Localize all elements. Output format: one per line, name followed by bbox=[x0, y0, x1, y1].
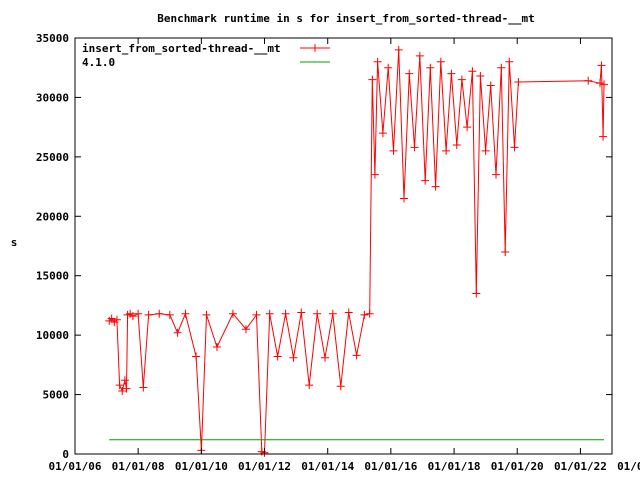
data-point bbox=[447, 69, 456, 78]
data-point bbox=[370, 170, 379, 179]
data-point bbox=[463, 123, 472, 132]
legend-label-1: 4.1.0 bbox=[82, 56, 115, 69]
data-point bbox=[514, 77, 523, 86]
data-point bbox=[389, 146, 398, 155]
data-point bbox=[457, 75, 466, 84]
x-tick-label: 01/01/22 bbox=[554, 460, 607, 473]
data-point bbox=[431, 182, 440, 191]
data-point bbox=[365, 309, 374, 318]
data-point bbox=[265, 309, 274, 318]
y-tick-label: 15000 bbox=[36, 270, 69, 283]
data-point bbox=[452, 140, 461, 149]
data-point bbox=[597, 61, 606, 70]
data-point bbox=[181, 309, 190, 318]
data-point bbox=[399, 194, 408, 203]
chart-title: Benchmark runtime in s for insert_from_s… bbox=[157, 12, 535, 25]
legend-marker-0 bbox=[311, 44, 319, 52]
x-tick-label: 01/01/14 bbox=[301, 460, 354, 473]
y-tick-label: 35000 bbox=[36, 32, 69, 45]
data-point bbox=[505, 57, 514, 66]
data-point bbox=[510, 143, 519, 152]
data-point bbox=[373, 57, 382, 66]
data-point bbox=[426, 63, 435, 72]
data-point bbox=[436, 57, 445, 66]
data-point bbox=[384, 63, 393, 72]
data-point bbox=[468, 67, 477, 76]
series-layer bbox=[105, 45, 609, 457]
data-point bbox=[192, 352, 201, 361]
data-point bbox=[492, 170, 501, 179]
y-tick-label: 25000 bbox=[36, 151, 69, 164]
data-point bbox=[128, 312, 137, 321]
data-point bbox=[595, 79, 604, 88]
data-point bbox=[118, 387, 127, 396]
data-point bbox=[368, 75, 377, 84]
x-tick-label: 01/01/20 bbox=[491, 460, 544, 473]
data-point bbox=[122, 384, 131, 393]
data-point bbox=[305, 381, 314, 390]
data-point bbox=[241, 325, 250, 334]
data-point bbox=[115, 381, 124, 390]
data-point bbox=[202, 310, 211, 319]
legend: insert_from_sorted-thread-__mt4.1.0 bbox=[82, 42, 330, 69]
data-point bbox=[273, 352, 282, 361]
data-point bbox=[394, 45, 403, 54]
x-tick-label: 01/01/08 bbox=[112, 460, 165, 473]
y-tick-label: 5000 bbox=[43, 389, 70, 402]
x-tick-label: 01/01/10 bbox=[175, 460, 228, 473]
y-tick-label: 30000 bbox=[36, 91, 69, 104]
data-point bbox=[112, 315, 121, 324]
data-point bbox=[486, 81, 495, 90]
data-point bbox=[584, 76, 593, 85]
data-point bbox=[410, 143, 419, 152]
data-point bbox=[228, 309, 237, 318]
data-point bbox=[173, 328, 182, 337]
data-point bbox=[405, 69, 414, 78]
data-point bbox=[297, 308, 306, 317]
data-point bbox=[472, 289, 481, 298]
data-point bbox=[497, 63, 506, 72]
x-tick-label: 01/01/24 bbox=[617, 460, 640, 473]
data-point bbox=[289, 353, 298, 362]
y-tick-label: 0 bbox=[62, 448, 69, 461]
data-point bbox=[378, 129, 387, 138]
data-point bbox=[599, 132, 608, 141]
y-axis-label: s bbox=[11, 236, 18, 249]
data-point bbox=[421, 176, 430, 185]
plot-frame bbox=[74, 37, 613, 455]
x-tick-label: 01/01/06 bbox=[49, 460, 102, 473]
data-point bbox=[360, 310, 369, 319]
data-point bbox=[213, 343, 222, 352]
data-point bbox=[336, 382, 345, 391]
data-point bbox=[352, 351, 361, 360]
data-point bbox=[321, 353, 330, 362]
y-tick-label: 10000 bbox=[36, 329, 69, 342]
data-point bbox=[328, 309, 337, 318]
data-point bbox=[134, 309, 143, 318]
data-point bbox=[139, 383, 148, 392]
axes-layer: 0 5000 10000 15000 20000 25000 30000 35000 01/01… bbox=[36, 32, 640, 473]
data-point bbox=[313, 309, 322, 318]
data-point bbox=[481, 146, 490, 155]
data-point bbox=[476, 72, 485, 81]
data-point bbox=[281, 309, 290, 318]
data-point bbox=[120, 376, 129, 385]
x-tick-label: 01/01/16 bbox=[364, 460, 417, 473]
data-point bbox=[155, 309, 164, 318]
series-line-0 bbox=[108, 49, 605, 454]
x-tick-label: 01/01/18 bbox=[428, 460, 481, 473]
data-point bbox=[252, 310, 261, 319]
y-tick-label: 20000 bbox=[36, 210, 69, 223]
data-point bbox=[442, 146, 451, 155]
data-point bbox=[144, 310, 153, 319]
data-point bbox=[165, 310, 174, 319]
data-point bbox=[501, 247, 510, 256]
x-tick-label: 01/01/12 bbox=[238, 460, 291, 473]
data-point bbox=[344, 308, 353, 317]
data-point bbox=[600, 80, 609, 89]
data-point bbox=[415, 51, 424, 60]
legend-label-0: insert_from_sorted-thread-__mt bbox=[82, 42, 281, 55]
